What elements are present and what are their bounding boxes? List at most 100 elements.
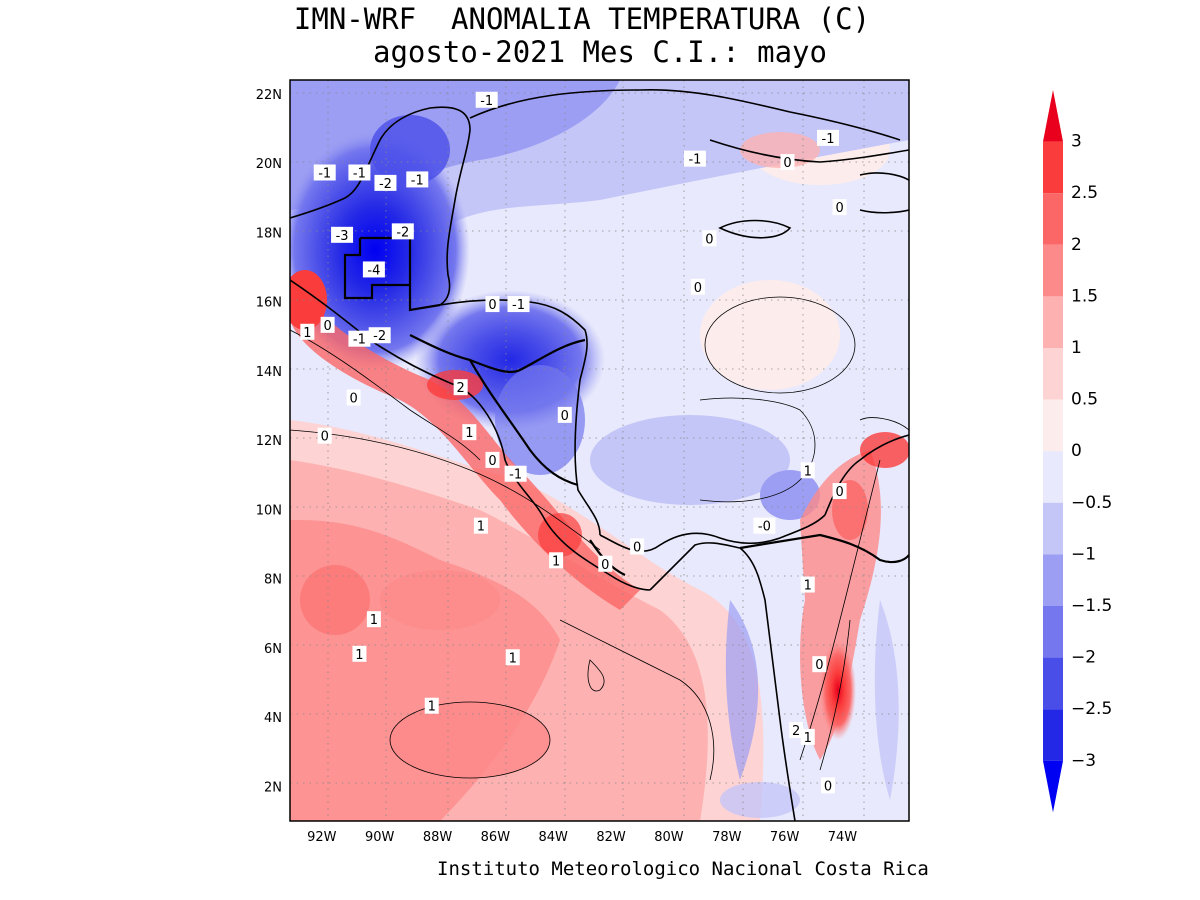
colorbar-label: −1.5 xyxy=(1071,596,1112,616)
svg-text:2: 2 xyxy=(792,724,800,739)
lat-tick-label: 6N xyxy=(264,642,282,657)
contour-label: 0 xyxy=(832,199,847,216)
contour-label: -4 xyxy=(362,261,385,278)
colorbar-bin xyxy=(1043,554,1063,606)
contour-label: -0 xyxy=(753,517,776,535)
colorbar-bin xyxy=(1043,90,1063,142)
longitude-axis: 92W 90W 88W 86W 84W 82W 80W 78W 76W 74W xyxy=(307,830,857,845)
svg-text:0: 0 xyxy=(694,281,702,296)
colorbar-label: 1.5 xyxy=(1071,286,1098,306)
lon-tick-label: 86W xyxy=(481,830,511,845)
contour-label: -2 xyxy=(391,223,414,240)
contour-label: 1 xyxy=(462,424,477,441)
colorbar-bin xyxy=(1043,709,1063,761)
lat-tick-label: 22N xyxy=(256,88,282,103)
svg-text:1: 1 xyxy=(428,700,436,715)
country-borders xyxy=(343,236,909,576)
svg-text:0: 0 xyxy=(321,430,329,445)
svg-text:0: 0 xyxy=(633,540,641,555)
contour-label: -1 xyxy=(475,91,498,109)
contour-label: 1 xyxy=(300,323,315,341)
contour-label: -1 xyxy=(683,150,706,168)
svg-text:-2: -2 xyxy=(379,177,392,192)
svg-text:1: 1 xyxy=(804,464,812,479)
colorbar-labels: 3 2.5 2 1.5 1 0.5 0 −0.5 −1 −1.5 −2 −2.5 −3 xyxy=(1071,132,1112,771)
contour-label: 1 xyxy=(352,645,367,663)
contour-label: -2 xyxy=(374,174,397,192)
colorbar-label: 2 xyxy=(1071,235,1082,255)
contour-label: -1 xyxy=(348,164,371,181)
contour-label: -3 xyxy=(331,226,354,244)
lon-tick-label: 76W xyxy=(770,830,800,845)
svg-text:-2: -2 xyxy=(373,329,386,344)
contour-label: -2 xyxy=(368,327,391,344)
contour-label: 0 xyxy=(702,230,717,247)
svg-text:1: 1 xyxy=(465,426,473,441)
svg-text:-0: -0 xyxy=(758,520,771,535)
colorbar-label: 1 xyxy=(1071,338,1082,358)
svg-text:-1: -1 xyxy=(353,166,366,181)
contour-label: 1 xyxy=(366,611,381,628)
svg-text:0: 0 xyxy=(488,298,496,313)
svg-text:-1: -1 xyxy=(353,333,366,348)
svg-text:0: 0 xyxy=(835,485,843,500)
colorbar-label: −3 xyxy=(1071,751,1096,771)
svg-text:1: 1 xyxy=(370,613,378,628)
svg-text:0: 0 xyxy=(705,232,713,247)
colorbar-bin xyxy=(1043,451,1063,503)
chart-title-line2: agosto-2021 Mes C.I.: mayo xyxy=(373,35,827,69)
lon-tick-label: 80W xyxy=(654,830,684,845)
contour-label: 0 xyxy=(630,538,645,555)
contour-label: 0 xyxy=(485,296,500,313)
lat-tick-label: 16N xyxy=(256,296,282,311)
svg-text:-1: -1 xyxy=(411,173,424,188)
lat-tick-label: 20N xyxy=(256,157,282,172)
colorbar-bins xyxy=(1043,90,1063,813)
svg-text:2: 2 xyxy=(457,381,465,396)
svg-text:0: 0 xyxy=(349,392,357,407)
lon-tick-label: 78W xyxy=(712,830,742,845)
contour-label: 0 xyxy=(780,154,795,171)
svg-text:-2: -2 xyxy=(396,225,409,240)
contour-label: 1 xyxy=(549,552,564,569)
svg-text:-1: -1 xyxy=(688,153,701,168)
svg-text:-1: -1 xyxy=(512,298,525,313)
contour-label: -1 xyxy=(313,164,336,181)
lon-tick-label: 92W xyxy=(307,830,337,845)
svg-text:-3: -3 xyxy=(336,229,349,244)
colorbar-label: 3 xyxy=(1071,132,1082,152)
contour-label: -1 xyxy=(406,171,429,188)
colorbar-label: 2.5 xyxy=(1071,183,1098,203)
svg-text:-4: -4 xyxy=(367,263,380,278)
colorbar-label: 0.5 xyxy=(1071,390,1098,410)
svg-text:0: 0 xyxy=(561,409,569,424)
colorbar-bin xyxy=(1043,606,1063,658)
colorbar-label: −1 xyxy=(1071,544,1096,564)
graticule xyxy=(290,80,909,821)
contour-label: 0 xyxy=(821,777,836,794)
lat-tick-label: 12N xyxy=(256,434,282,449)
colorbar-bin xyxy=(1043,244,1063,297)
lat-tick-label: 2N xyxy=(264,780,282,795)
colorbar-bin xyxy=(1043,296,1063,348)
contour-label: 0 xyxy=(690,278,705,296)
contour-label: 0 xyxy=(346,389,361,407)
contour-label: 1 xyxy=(800,462,815,479)
contour-label: 0 xyxy=(598,555,613,573)
contour-label: 1 xyxy=(505,649,520,666)
svg-text:1: 1 xyxy=(509,651,517,666)
colorbar-bin xyxy=(1043,657,1063,710)
contour-label: 0 xyxy=(485,451,500,469)
contour-label: -1 xyxy=(507,296,530,313)
contour-label: 0 xyxy=(317,427,332,445)
svg-text:0: 0 xyxy=(815,658,823,673)
lat-tick-label: 4N xyxy=(264,711,282,726)
svg-text:1: 1 xyxy=(477,520,485,535)
svg-text:1: 1 xyxy=(804,579,812,594)
lat-tick-label: 8N xyxy=(264,573,282,588)
lon-tick-label: 84W xyxy=(539,830,569,845)
contour-label: 1 xyxy=(800,576,815,594)
contour-label: 0 xyxy=(832,483,847,500)
